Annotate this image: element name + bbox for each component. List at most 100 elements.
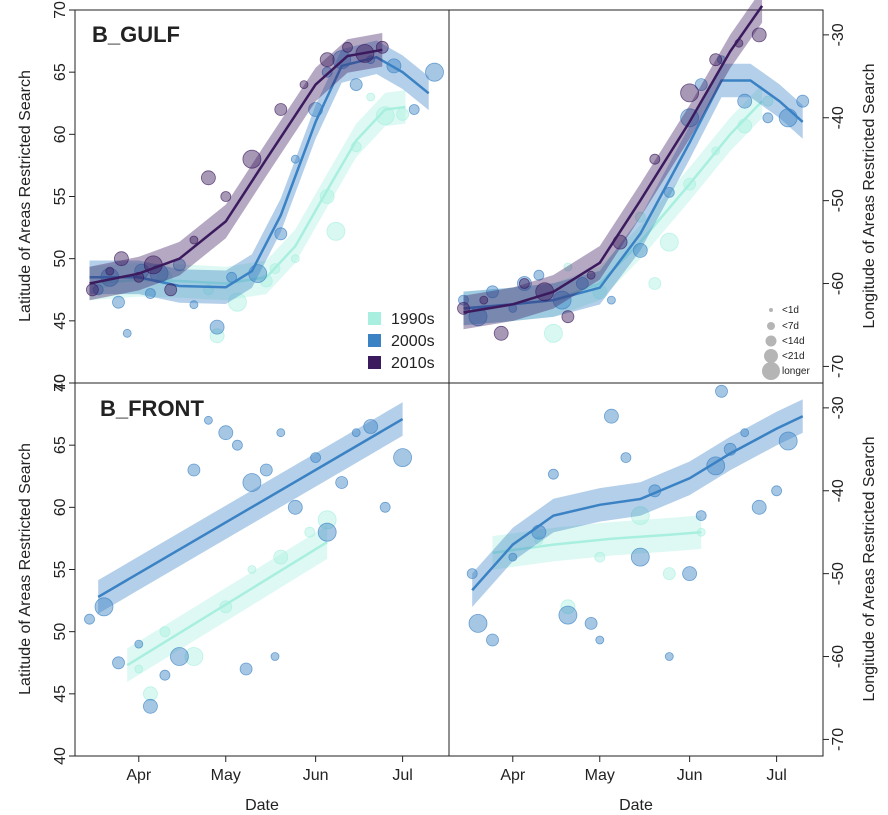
y-tick-label: 40 [52,374,69,392]
data-point-2000s [259,463,273,477]
data-point-2000s [169,647,189,666]
y-tick-label: -70 [830,728,847,751]
data-point-2000s [558,605,578,625]
data-point-2010s [164,283,178,297]
data-point-2000s [607,295,616,305]
data-point-2000s [94,597,114,617]
x-tick-label: Apr [500,767,526,784]
data-point-2000s [349,78,363,91]
size-marker-longer [762,362,780,380]
y-tick-label: 45 [52,685,69,703]
y-tick-label: 55 [52,561,69,579]
data-point-2010s [105,266,115,276]
data-point-2000s [548,468,559,480]
fit-line-1990s [492,530,702,555]
data-point-1990s [159,626,171,638]
y-tick-label: -30 [830,396,847,419]
data-point-2000s [796,94,810,108]
size-label-1d: <1d [782,305,799,316]
data-point-1990s [662,567,676,580]
data-point-1990s [304,526,316,538]
data-point-1990s [326,221,346,241]
data-point-2000s [771,485,782,497]
data-point-2010s [680,83,699,103]
data-point-1990s [762,95,774,107]
x-tick-label: May [211,767,241,784]
decade-legend: 1990s 2000s 2010s [368,311,435,372]
data-point-2000s [694,78,708,91]
size-label-longer: longer [782,366,810,377]
data-point-2000s [335,476,349,489]
panel-2: 40 45 50 55 60 65 70 Apr May Jun Jul [52,374,413,784]
data-point-1990s [375,106,395,126]
data-point-2000s [270,652,280,661]
data-point-2000s [408,104,420,115]
confidence-band-2010s [463,0,763,330]
data-point-2000s [486,633,499,647]
data-point-2000s [604,408,619,424]
data-point-2010s [114,251,129,267]
data-point-2000s [321,66,333,78]
data-point-2000s [122,328,132,338]
size-label-7d: <7d [782,321,799,332]
data-point-2000s [762,112,774,124]
data-point-1990s [396,108,410,121]
data-point-2000s [706,456,726,476]
y-tick-label: 55 [52,188,69,206]
x-tick-label: Jun [677,767,703,784]
data-point-2010s [751,27,767,43]
panel-title-gulf: B_GULF [92,22,180,47]
size-label-14d: <14d [782,336,805,347]
data-point-2000s [159,669,171,681]
data-point-2000s [576,277,589,290]
y-tick-label: 50 [52,623,69,641]
data-point-2010s [479,295,489,305]
x-tick-label: Jul [766,767,786,784]
data-point-2000s [144,288,156,299]
data-point-2010s [319,52,335,68]
y-tick-label: -60 [830,645,847,668]
data-point-2000s [379,501,391,513]
size-marker-21d [764,349,778,363]
fit-line-2000s [471,415,804,592]
data-point-2010s [709,53,723,67]
data-point-1990s [634,211,646,223]
data-point-2010s [86,283,99,297]
data-point-2010s [561,310,575,324]
y-tick-label: 40 [52,747,69,765]
data-point-2010s [649,153,661,165]
data-point-2000s [317,522,337,542]
y-tick-label: 70 [52,374,69,392]
data-point-2000s [393,448,413,468]
data-point-2010s [299,80,309,89]
data-point-2010s [242,149,262,169]
y-tick-label: -70 [830,355,847,378]
data-point-2000s [276,428,286,438]
legend-label-2010s: 2010s [391,355,435,372]
data-point-2000s [203,415,213,425]
data-point-2000s [112,295,125,309]
data-point-2000s [508,552,518,562]
confidence-band-2010s [89,33,383,301]
right-ylabel-top: Longitude of Areas Restricted Search [861,63,878,328]
plot-layers: 40 45 50 55 60 65 70 -70 -60 -50 -40 -30 40 45 50 55 60 6… [52,0,847,784]
data-point-1990s [560,599,576,615]
legend-swatch-2000s [368,334,381,347]
data-point-1990s [290,254,300,264]
data-point-1990s [273,549,289,565]
left-ylabel-top: Latitude of Areas Restricted Search [17,70,34,322]
y-tick-label: -40 [830,106,847,129]
confidence-band-1990s [492,515,702,570]
fit-line-2000s [463,79,804,310]
data-point-2000s [695,510,707,521]
data-point-1990s [247,565,257,574]
data-point-2000s [595,635,605,645]
data-point-2000s [363,419,379,434]
data-point-2000s [468,614,488,633]
data-point-1990s [534,536,544,545]
data-point-2000s [287,499,303,515]
data-point-2000s [274,227,288,241]
y-tick-label: 65 [52,63,69,81]
legend-swatch-2010s [368,356,381,369]
